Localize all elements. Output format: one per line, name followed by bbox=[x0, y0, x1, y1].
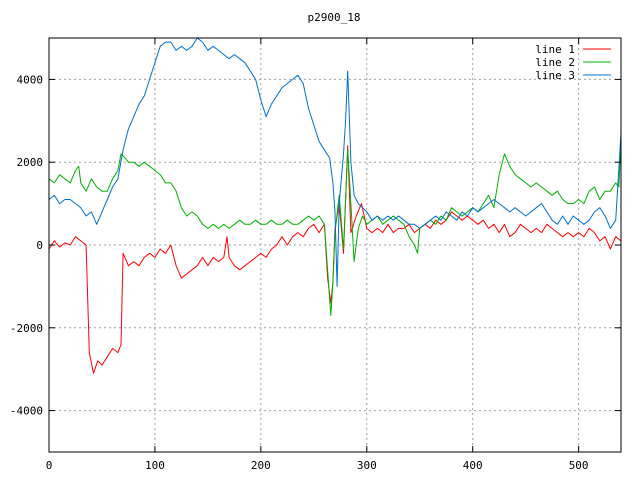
x-tick-label: 300 bbox=[357, 459, 377, 472]
y-tick-label: -2000 bbox=[10, 322, 43, 335]
y-tick-label: 0 bbox=[36, 239, 43, 252]
x-tick-label: 200 bbox=[251, 459, 271, 472]
series-3-line bbox=[48, 37, 622, 287]
legend-label-1: line 1 bbox=[535, 43, 575, 56]
grid bbox=[49, 38, 621, 452]
y-tick-label: 4000 bbox=[17, 73, 44, 86]
x-tick-label: 400 bbox=[463, 459, 483, 472]
series-lines bbox=[48, 37, 622, 374]
y-tick-label: -4000 bbox=[10, 405, 43, 418]
x-tick-label: 500 bbox=[569, 459, 589, 472]
x-tick-label: 0 bbox=[46, 459, 53, 472]
series-2-line bbox=[48, 137, 622, 316]
y-tick-label: 2000 bbox=[17, 156, 44, 169]
x-tick-label: 100 bbox=[145, 459, 165, 472]
legend-label-3: line 3 bbox=[535, 69, 575, 82]
legend-label-2: line 2 bbox=[535, 56, 575, 69]
axis-ticks: 0 100 200 300 400 500 -4000 -2000 0 2000 4000 bbox=[10, 38, 621, 472]
plot-frame bbox=[48, 37, 622, 453]
chart-title: p2900_18 bbox=[308, 11, 361, 24]
series-1-line bbox=[48, 145, 622, 374]
